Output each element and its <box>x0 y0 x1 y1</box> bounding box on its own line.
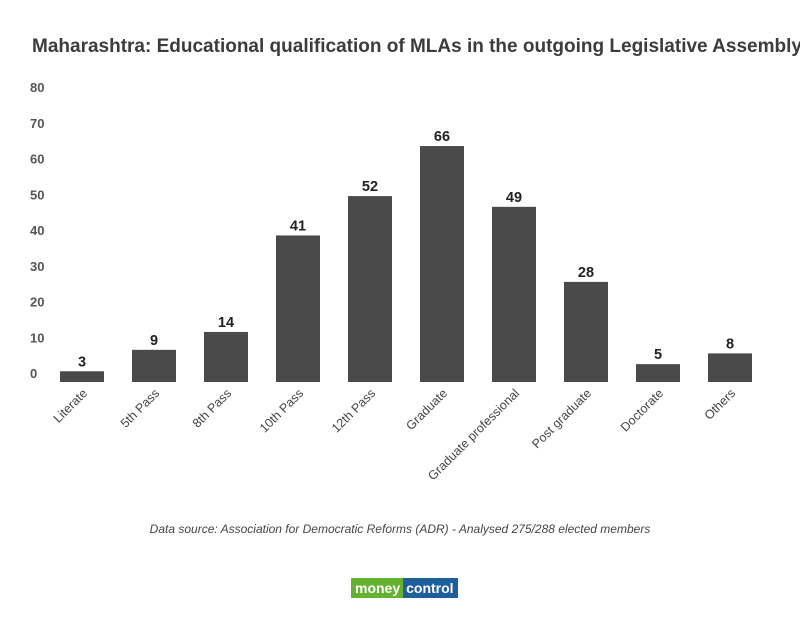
y-tick-label: 60 <box>30 152 44 167</box>
bar <box>420 146 464 382</box>
x-tick-label: Graduate <box>403 386 450 433</box>
y-tick-label: 50 <box>30 187 44 202</box>
bar <box>204 331 248 382</box>
y-tick-label: 80 <box>30 80 44 95</box>
data-label: 49 <box>506 190 522 206</box>
x-tick-label: 12th Pass <box>329 386 378 435</box>
data-label: 52 <box>362 179 378 195</box>
bar <box>492 206 536 382</box>
moneycontrol-logo: money control <box>351 578 458 598</box>
data-label: 9 <box>150 333 158 349</box>
source-note: Data source: Association for Democratic … <box>149 522 651 536</box>
data-labels: 3 9 14 41 52 66 49 28 5 8 <box>78 129 734 370</box>
y-tick-label: 40 <box>30 223 44 238</box>
y-tick-label: 0 <box>30 366 37 381</box>
bar <box>132 349 176 382</box>
x-axis: Literate 5th Pass 8th Pass 10th Pass 12th Pa… <box>51 386 738 483</box>
logo-part-control: control <box>403 578 458 598</box>
x-tick-label: Literate <box>51 386 90 425</box>
x-tick-label: Others <box>702 386 738 422</box>
y-tick-label: 10 <box>30 330 44 345</box>
logo-part-money: money <box>351 578 404 598</box>
bar <box>348 196 392 382</box>
bar <box>708 353 752 382</box>
bar <box>276 235 320 382</box>
y-tick-label: 30 <box>30 259 44 274</box>
bar <box>60 371 104 382</box>
x-tick-label: 8th Pass <box>190 386 234 430</box>
data-label: 14 <box>218 315 234 331</box>
page-title: Maharashtra: Educational qualification o… <box>32 36 800 57</box>
x-tick-label: Post graduate <box>529 386 594 451</box>
x-tick-label: 10th Pass <box>257 386 306 435</box>
y-tick-label: 70 <box>30 116 44 131</box>
data-label: 8 <box>726 336 734 352</box>
x-tick-label: Doctorate <box>618 386 666 434</box>
data-label: 5 <box>654 347 662 363</box>
data-label: 28 <box>578 265 594 281</box>
data-label: 41 <box>290 218 306 234</box>
y-axis: 0 10 20 30 40 50 60 70 80 <box>30 80 44 381</box>
bar <box>636 364 680 382</box>
x-tick-label: 5th Pass <box>118 386 162 430</box>
y-tick-label: 20 <box>30 295 44 310</box>
bar <box>564 281 608 382</box>
data-label: 66 <box>434 129 450 145</box>
bars <box>60 146 752 382</box>
data-label: 3 <box>78 354 86 370</box>
